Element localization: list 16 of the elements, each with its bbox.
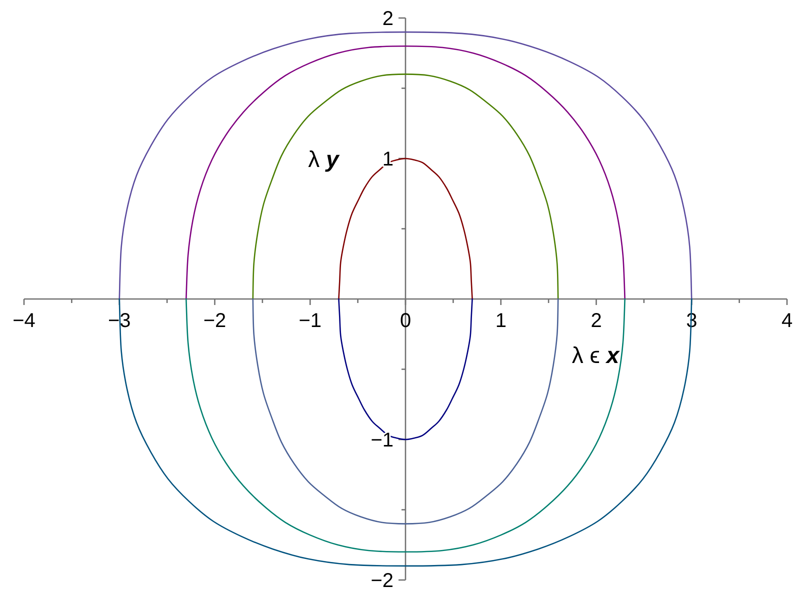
- line-series: [118, 31, 692, 300]
- line-series: [185, 45, 626, 300]
- y-tick-label: 2: [382, 8, 394, 30]
- x-axis-title: λ ϵ x: [572, 342, 620, 368]
- line-series: [252, 298, 559, 524]
- x-tick-label: 2: [590, 310, 602, 332]
- x-tick-label: −2: [203, 310, 226, 332]
- line-series: [252, 74, 559, 300]
- x-tick-label: −1: [298, 310, 322, 332]
- x-tick-label: −4: [12, 310, 36, 332]
- y-axis-title: λ y: [308, 146, 340, 172]
- x-tick-label: 4: [781, 310, 793, 332]
- x-tick-label: 1: [495, 310, 506, 332]
- y-tick-label: −2: [370, 570, 394, 592]
- y-tick-label: −1: [370, 430, 394, 452]
- line-series: [185, 298, 626, 553]
